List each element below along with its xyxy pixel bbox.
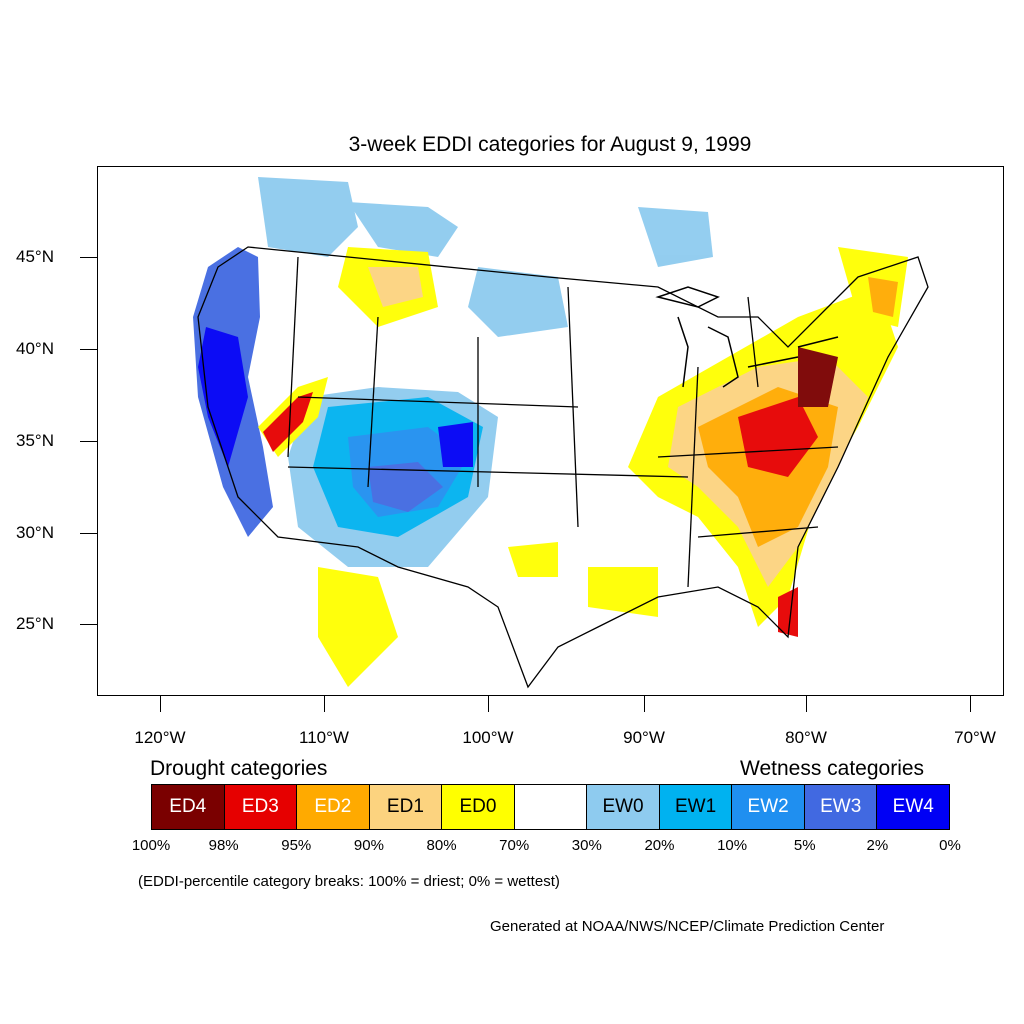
lat-label-35: 35°N: [16, 431, 54, 450]
legend-box-ew3: EW3: [804, 785, 878, 829]
percentile-break-label: 95%: [281, 837, 312, 854]
map-title: 3-week EDDI categories for August 9, 199…: [348, 133, 752, 156]
conus-map-graphic: [193, 177, 929, 689]
legend-box-ew0: EW0: [587, 785, 660, 829]
lon-label-80w: 80°W: [785, 728, 827, 747]
percentile-break-label: 10%: [717, 837, 748, 854]
eddi-map: [97, 166, 1004, 696]
credit-text: Generated at NOAA/NWS/NCEP/Climate Predi…: [490, 918, 885, 935]
lon-label-70w: 70°W: [954, 728, 996, 747]
lon-label-120w: 120°W: [134, 728, 186, 747]
percentile-break-label: 100%: [131, 837, 171, 854]
lon-tick: [488, 696, 489, 712]
lat-tick: [80, 349, 97, 350]
legend-box-ew2: EW2: [732, 785, 805, 829]
lon-label-100w: 100°W: [462, 728, 514, 747]
lon-tick: [806, 696, 807, 712]
lat-label-45: 45°N: [16, 247, 54, 266]
lon-tick: [644, 696, 645, 712]
percentile-break-label: 90%: [353, 837, 384, 854]
legend-box-ed4: ED4: [152, 785, 225, 829]
legend-box-neutral: [514, 785, 588, 829]
lon-tick: [160, 696, 161, 712]
legend-note: (EDDI-percentile category breaks: 100% =…: [138, 873, 560, 890]
wetness-categories-heading: Wetness categories: [740, 757, 925, 780]
lat-tick: [80, 533, 97, 534]
percentile-break-label: 70%: [499, 837, 530, 854]
lon-tick: [324, 696, 325, 712]
percentile-break-label: 30%: [571, 837, 602, 854]
legend-box-ew4: EW4: [877, 785, 950, 829]
percentile-break-label: 2%: [866, 837, 889, 854]
legend-box-ed1: ED1: [369, 785, 443, 829]
legend-box-ed2: ED2: [297, 785, 370, 829]
percentile-break-label: 5%: [793, 837, 816, 854]
lat-label-25: 25°N: [16, 614, 54, 633]
percentile-break-label: 0%: [939, 837, 961, 854]
percentile-break-label: 20%: [644, 837, 675, 854]
legend-box-ed0: ED0: [442, 785, 515, 829]
legend-box-ed3: ED3: [224, 785, 298, 829]
drought-categories-heading: Drought categories: [150, 757, 328, 780]
lon-label-90w: 90°W: [623, 728, 665, 747]
percentile-break-label: 80%: [426, 837, 457, 854]
lat-tick: [80, 441, 97, 442]
lat-label-40: 40°N: [16, 339, 54, 358]
lat-tick: [80, 257, 97, 258]
lat-label-30: 30°N: [16, 523, 54, 542]
percentile-break-label: 98%: [208, 837, 239, 854]
lon-tick: [970, 696, 971, 712]
lon-label-110w: 110°W: [299, 728, 349, 747]
lat-tick: [80, 624, 97, 625]
category-legend-bar: ED4 ED3 ED2 ED1 ED0 EW0 EW1 EW2 EW3 EW4: [151, 784, 950, 830]
legend-box-ew1: EW1: [659, 785, 733, 829]
